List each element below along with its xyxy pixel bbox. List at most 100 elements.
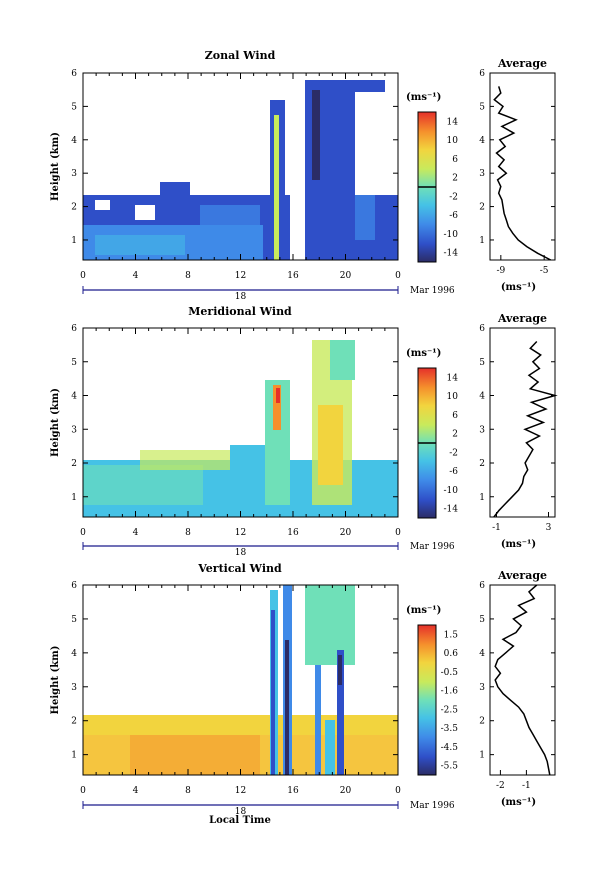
profile-y-tick-label: 2: [479, 717, 485, 727]
y-axis-label: Height (km): [50, 388, 61, 457]
y-tick-label: 6: [71, 69, 77, 79]
x-axis: 0 4 8 12 16 20 0 18 Mar 1996: [80, 585, 455, 817]
colorbar-unit: (ms⁻¹): [406, 92, 441, 103]
x-tick-label: 4: [133, 786, 139, 796]
date-tick-label: 18: [235, 292, 247, 302]
profile-x-label: (ms⁻¹): [501, 539, 536, 550]
x-tick-label: 0: [395, 528, 401, 538]
profile-x-tick-label: -1: [492, 523, 501, 533]
colorbar: (ms⁻¹) 14 10 6 2 -2 -6 -10 -14: [406, 92, 459, 263]
colorbar-tick-label: -10: [444, 230, 459, 240]
x-axis: 0 4 8 12 16 20 0 18 Mar 1996: [80, 73, 455, 302]
profile-x-tick-label: -1: [522, 781, 531, 791]
profile-line: [493, 86, 552, 261]
colorbar-tick-label: -2: [449, 192, 458, 202]
y-axis-label: Height (km): [50, 646, 61, 715]
colorbar-tick-label: -14: [444, 249, 459, 259]
x-tick-label: 0: [80, 271, 86, 281]
x-tick-label: 20: [340, 271, 352, 281]
y-tick-label: 1: [71, 751, 77, 761]
x-tick-label: 16: [287, 786, 299, 796]
colorbar-tick-label: -2.5: [441, 705, 459, 715]
y-axis: 1 2 3 4 5 6 Height (km): [50, 324, 398, 503]
colorbar-tick-label: 2: [452, 174, 458, 184]
x-tick-label: 12: [235, 528, 246, 538]
heatmap-field: [83, 340, 398, 517]
profile-y-tick-label: 1: [479, 236, 485, 246]
x-tick-label: 12: [235, 786, 246, 796]
colorbar-gradient: [417, 624, 437, 776]
y-tick-label: 1: [71, 493, 77, 503]
colorbar-tick-label: -0.5: [441, 668, 459, 678]
y-tick-label: 3: [71, 683, 77, 693]
profile-x-tick-label: -2: [496, 781, 505, 791]
heatmap-field: [83, 80, 398, 260]
colorbar-tick-label: -6: [449, 467, 458, 477]
x-tick-label: 4: [133, 528, 139, 538]
x-tick-label: 8: [185, 528, 191, 538]
date-tick-label: 18: [235, 807, 247, 817]
x-tick-label: 8: [185, 271, 191, 281]
colorbar-tick-label: 14: [447, 373, 459, 383]
profile-y-tick-label: 1: [479, 751, 485, 761]
y-tick-label: 3: [71, 425, 77, 435]
colorbar-tick-label: -4.5: [441, 743, 459, 753]
profile-plot: Average 1 2 3 4 5 6 -1 3 (ms⁻¹): [479, 312, 558, 550]
profile-y-tick-label: 5: [479, 615, 485, 625]
date-tick-label: 18: [235, 548, 247, 558]
y-tick-label: 4: [71, 392, 77, 402]
colorbar-tick-label: -6: [449, 211, 458, 221]
x-tick-label: 20: [340, 528, 352, 538]
y-axis: 1 2 3 4 5 6 Height (km): [50, 69, 398, 246]
profile-x-label: (ms⁻¹): [501, 797, 536, 808]
profile-line: [493, 340, 558, 518]
date-label: Mar 1996: [410, 542, 455, 552]
colorbar-unit: (ms⁻¹): [406, 348, 441, 359]
y-tick-label: 1: [71, 236, 77, 246]
colorbar-unit: (ms⁻¹): [406, 605, 441, 616]
x-tick-label: 12: [235, 271, 246, 281]
y-axis: 1 2 3 4 5 6 Height (km): [50, 581, 398, 761]
date-label: Mar 1996: [410, 286, 455, 296]
heatmap-field: [83, 585, 398, 775]
colorbar-tick-label: 10: [447, 392, 459, 402]
profile-title: Average: [497, 569, 547, 582]
y-tick-label: 4: [71, 649, 77, 659]
chart-title: Zonal Wind: [205, 49, 276, 62]
profile-y-tick-label: 2: [479, 459, 485, 469]
profile-plot: Average 1 2 3 4 5 6 -2 -1 (ms⁻¹): [479, 569, 556, 808]
profile-y-tick-label: 3: [479, 683, 485, 693]
profile-y-tick-label: 2: [479, 203, 485, 213]
profile-y-tick-label: 3: [479, 425, 485, 435]
x-tick-label: 4: [133, 271, 139, 281]
profile-y-tick-label: 6: [479, 324, 485, 334]
colorbar-tick-label: -5.5: [441, 762, 459, 772]
colorbar-tick-label: 10: [447, 136, 459, 146]
colorbar: (ms⁻¹) 1.5 0.6 -0.5 -1.6 -2.5 -3.5 -4.5 -5.5: [406, 605, 459, 776]
x-tick-label: 0: [80, 786, 86, 796]
profile-y-tick-label: 6: [479, 69, 485, 79]
chart-title: Meridional Wind: [188, 305, 292, 318]
y-tick-label: 6: [71, 324, 77, 334]
profile-y-tick-label: 4: [479, 136, 485, 146]
profile-plot: Average 1 2 3 4 5 6 -9 -5 (ms⁻¹): [479, 57, 556, 293]
profile-y-tick-label: 6: [479, 581, 485, 591]
colorbar-tick-label: 6: [452, 411, 458, 421]
y-tick-label: 5: [71, 102, 77, 112]
y-tick-label: 2: [71, 203, 77, 213]
x-axis: 0 4 8 12 16 20 0 18 Mar 1996: [80, 328, 455, 558]
x-tick-label: 8: [185, 786, 191, 796]
y-tick-label: 2: [71, 717, 77, 727]
colorbar-tick-label: 1.5: [444, 630, 459, 640]
profile-y-tick-label: 4: [479, 649, 485, 659]
profile-x-tick-label: -5: [540, 266, 549, 276]
profile-y-tick-label: 5: [479, 102, 485, 112]
x-tick-label: 16: [287, 271, 299, 281]
colorbar-tick-label: -1.6: [441, 687, 459, 697]
profile-x-tick-label: -9: [496, 266, 505, 276]
profile-frame: [489, 327, 556, 518]
